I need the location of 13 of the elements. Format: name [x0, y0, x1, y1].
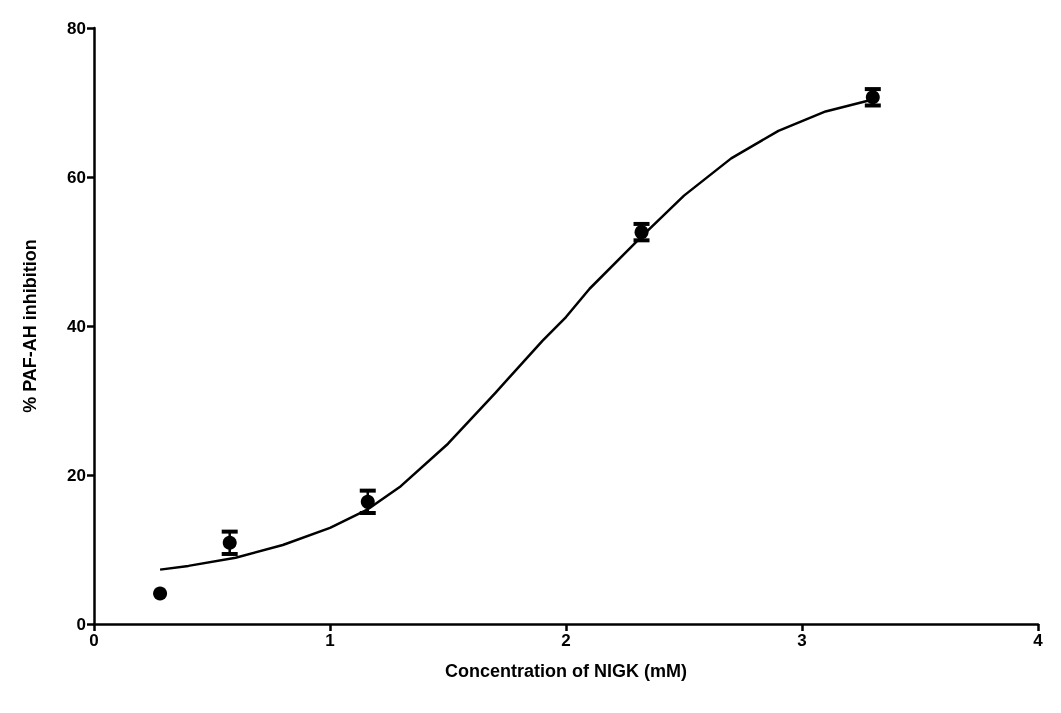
y-tick-label: 80: [67, 18, 86, 38]
x-tick-label: 4: [1033, 631, 1044, 650]
y-tick-label: 60: [67, 167, 86, 187]
point: [153, 586, 168, 601]
x-axis-title: Concentration of NIGK (mM): [445, 661, 687, 681]
x-tick-label: 1: [325, 631, 335, 650]
y-tick-label: 0: [76, 614, 86, 634]
x-tick-label: 3: [797, 631, 807, 650]
y-tick-label: 20: [67, 465, 86, 485]
y-axis-title: % PAF-AH inhibition: [20, 239, 40, 413]
x-tick-label: 2: [561, 631, 571, 650]
x-tick-label: 0: [89, 631, 99, 650]
y-tick-label: 40: [67, 316, 86, 336]
